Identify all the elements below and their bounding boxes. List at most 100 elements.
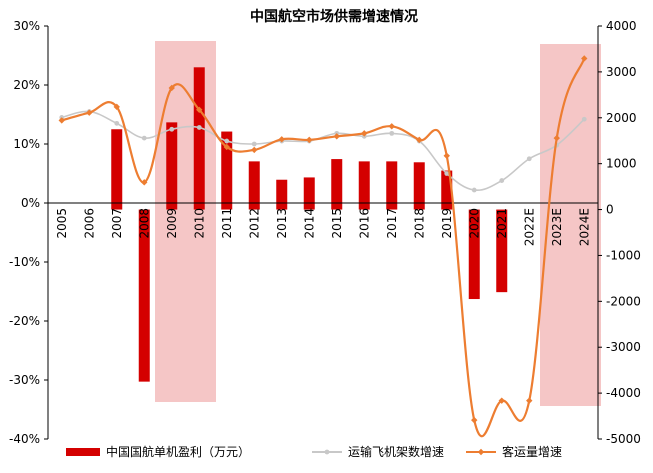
left-tick-label: -40% — [9, 432, 40, 446]
category-label: 2017 — [385, 208, 399, 239]
point-2021 — [499, 178, 505, 183]
point-2023E — [553, 134, 560, 142]
point-2013 — [278, 136, 285, 143]
right-tick-label: 4000 — [606, 19, 637, 33]
point-2007 — [114, 120, 120, 126]
category-label: 2021 — [495, 208, 509, 239]
bar-2007 — [111, 129, 123, 210]
right-tick-label: 2000 — [606, 111, 637, 125]
left-tick-label: -30% — [9, 373, 40, 387]
category-label: 2014 — [302, 208, 316, 239]
point-2007 — [113, 103, 120, 111]
point-2009 — [168, 84, 175, 92]
point-2005 — [58, 117, 65, 124]
point-2020 — [471, 187, 477, 193]
category-label: 2010 — [192, 208, 206, 239]
bar-2011 — [221, 131, 233, 210]
right-tick-label: -4000 — [606, 386, 641, 400]
point-2010 — [196, 125, 202, 130]
left-tick-label: -10% — [9, 255, 40, 269]
point-2011 — [224, 138, 230, 144]
bar-2015 — [331, 159, 343, 210]
bar-2020 — [468, 209, 480, 300]
point-2016 — [361, 130, 368, 137]
bar-2018 — [413, 162, 425, 210]
point-2012 — [251, 146, 258, 154]
bar-2017 — [386, 161, 398, 210]
bar-2013 — [276, 179, 288, 210]
left-tick-label: 20% — [13, 78, 40, 92]
bar-2016 — [358, 161, 370, 210]
category-label: 2023E — [550, 208, 564, 246]
point-2019 — [443, 152, 450, 159]
line-0 — [61, 110, 585, 192]
right-tick-label: -3000 — [606, 340, 641, 354]
category-label: 2022E — [522, 208, 536, 246]
legend-swatch-bar — [66, 448, 100, 456]
point-2020 — [471, 416, 478, 424]
axes: -40% -30% -20% -10% 0% 10% 20% 30% -5000 -4000 -30… — [9, 19, 641, 446]
right-tick-label: -5000 — [606, 432, 641, 446]
point-2010 — [196, 106, 203, 113]
point-2024E — [581, 55, 588, 62]
point-2018 — [416, 136, 423, 144]
highlight-band-1 — [540, 44, 601, 406]
category-label: 2019 — [440, 208, 454, 239]
left-tick-label: 0% — [21, 196, 40, 210]
category-label: 2013 — [275, 208, 289, 239]
left-tick-label: 10% — [13, 137, 40, 151]
point-2011 — [223, 143, 230, 151]
highlight-band-0 — [155, 41, 216, 402]
point-2008 — [141, 179, 148, 186]
legend-marker — [324, 449, 330, 455]
legend: 中国国航单机盈利（万元） 运输飞机架数增速 客运量增速 — [66, 444, 562, 459]
line-1 — [61, 58, 586, 438]
bar-2010 — [193, 67, 205, 210]
line-series — [58, 55, 588, 438]
left-tick-label: -20% — [9, 314, 40, 328]
point-2021 — [498, 397, 505, 404]
right-tick-label: -2000 — [606, 294, 641, 308]
category-label: 2012 — [247, 208, 261, 239]
point-2022E — [526, 397, 533, 404]
point-2012 — [251, 141, 257, 147]
legend-marker — [477, 448, 485, 456]
legend-label: 运输飞机架数增速 — [348, 444, 444, 459]
bar-2014 — [303, 177, 315, 210]
right-tick-label: 3000 — [606, 65, 637, 79]
point-2022E — [526, 156, 532, 162]
point-2009 — [169, 126, 175, 132]
point-2006 — [86, 109, 93, 116]
legend-label: 客运量增速 — [502, 444, 562, 459]
chart-title: 中国航空市场供需增速情况 — [250, 8, 418, 25]
category-label: 2007 — [110, 208, 124, 239]
left-tick-label: 30% — [13, 19, 40, 33]
category-label: 2024E — [577, 208, 591, 246]
category-label: 2005 — [55, 208, 69, 239]
right-tick-label: 0 — [606, 203, 614, 217]
right-tick-label: 1000 — [606, 157, 637, 171]
point-2017 — [389, 130, 395, 136]
bar-2008 — [138, 209, 150, 382]
right-tick-label: -1000 — [606, 248, 641, 262]
category-label: 2015 — [330, 208, 344, 239]
point-2008 — [141, 135, 147, 141]
bar-2012 — [248, 161, 260, 210]
category-label: 2016 — [357, 208, 371, 239]
bar-2021 — [496, 209, 508, 293]
bar-series — [111, 67, 508, 382]
legend-label: 中国国航单机盈利（万元） — [106, 444, 250, 459]
category-label: 2009 — [165, 208, 179, 239]
highlight-bands — [155, 41, 601, 406]
point-2024E — [581, 116, 587, 122]
bar-2009 — [166, 122, 178, 210]
point-2019 — [444, 171, 450, 176]
point-2015 — [333, 133, 340, 140]
category-label: 2011 — [220, 208, 234, 239]
bar-2019 — [441, 170, 453, 210]
category-label: 2006 — [82, 208, 96, 239]
point-2014 — [306, 136, 313, 144]
category-label: 2008 — [137, 208, 151, 239]
category-label: 2018 — [412, 208, 426, 239]
